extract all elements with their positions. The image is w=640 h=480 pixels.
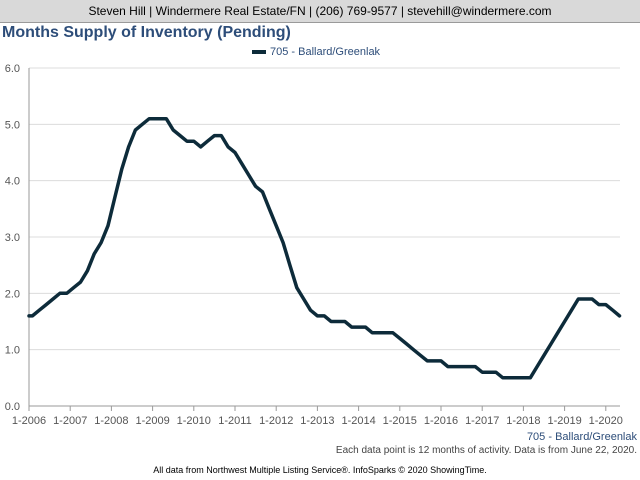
legend: 705 - Ballard/Greenlak — [252, 46, 380, 58]
contact-header: Steven Hill | Windermere Real Estate/FN … — [0, 0, 640, 23]
legend-label: 705 - Ballard/Greenlak — [270, 46, 381, 58]
x-tick-label: 1-2019 — [547, 415, 581, 427]
y-tick-label: 5.0 — [5, 119, 20, 131]
y-tick-label: 1.0 — [5, 345, 20, 357]
x-tick-label: 1-2008 — [94, 415, 128, 427]
series-end-label: 705 - Ballard/Greenlak — [527, 431, 638, 443]
y-tick-label: 2.0 — [5, 288, 20, 300]
data-note: Each data point is 12 months of activity… — [335, 445, 637, 456]
series-line — [27, 116, 622, 380]
x-tick-label: 1-2012 — [259, 415, 293, 427]
y-tick-label: 6.0 — [5, 63, 20, 75]
x-tick-label: 1-2013 — [300, 415, 334, 427]
x-tick-label: 1-2007 — [53, 415, 87, 427]
x-tick-label: 1-2009 — [135, 415, 169, 427]
x-tick-label: 1-2015 — [383, 415, 417, 427]
x-tick-label: 1-2010 — [177, 415, 211, 427]
x-tick-label: 1-2014 — [341, 415, 375, 427]
chart-title: Months Supply of Inventory (Pending) — [2, 24, 291, 41]
y-tick-label: 0.0 — [5, 401, 20, 413]
y-tick-label: 4.0 — [5, 176, 20, 188]
x-tick-label: 1-2006 — [12, 415, 46, 427]
legend-swatch — [252, 50, 266, 54]
y-tick-label: 3.0 — [5, 232, 20, 244]
x-tick-label: 1-2020 — [589, 415, 623, 427]
x-tick-label: 1-2018 — [506, 415, 540, 427]
x-tick-label: 1-2016 — [424, 415, 458, 427]
x-tick-label: 1-2011 — [218, 415, 251, 427]
footer-credit: All data from Northwest Multiple Listing… — [153, 465, 487, 475]
x-tick-label: 1-2017 — [465, 415, 499, 427]
